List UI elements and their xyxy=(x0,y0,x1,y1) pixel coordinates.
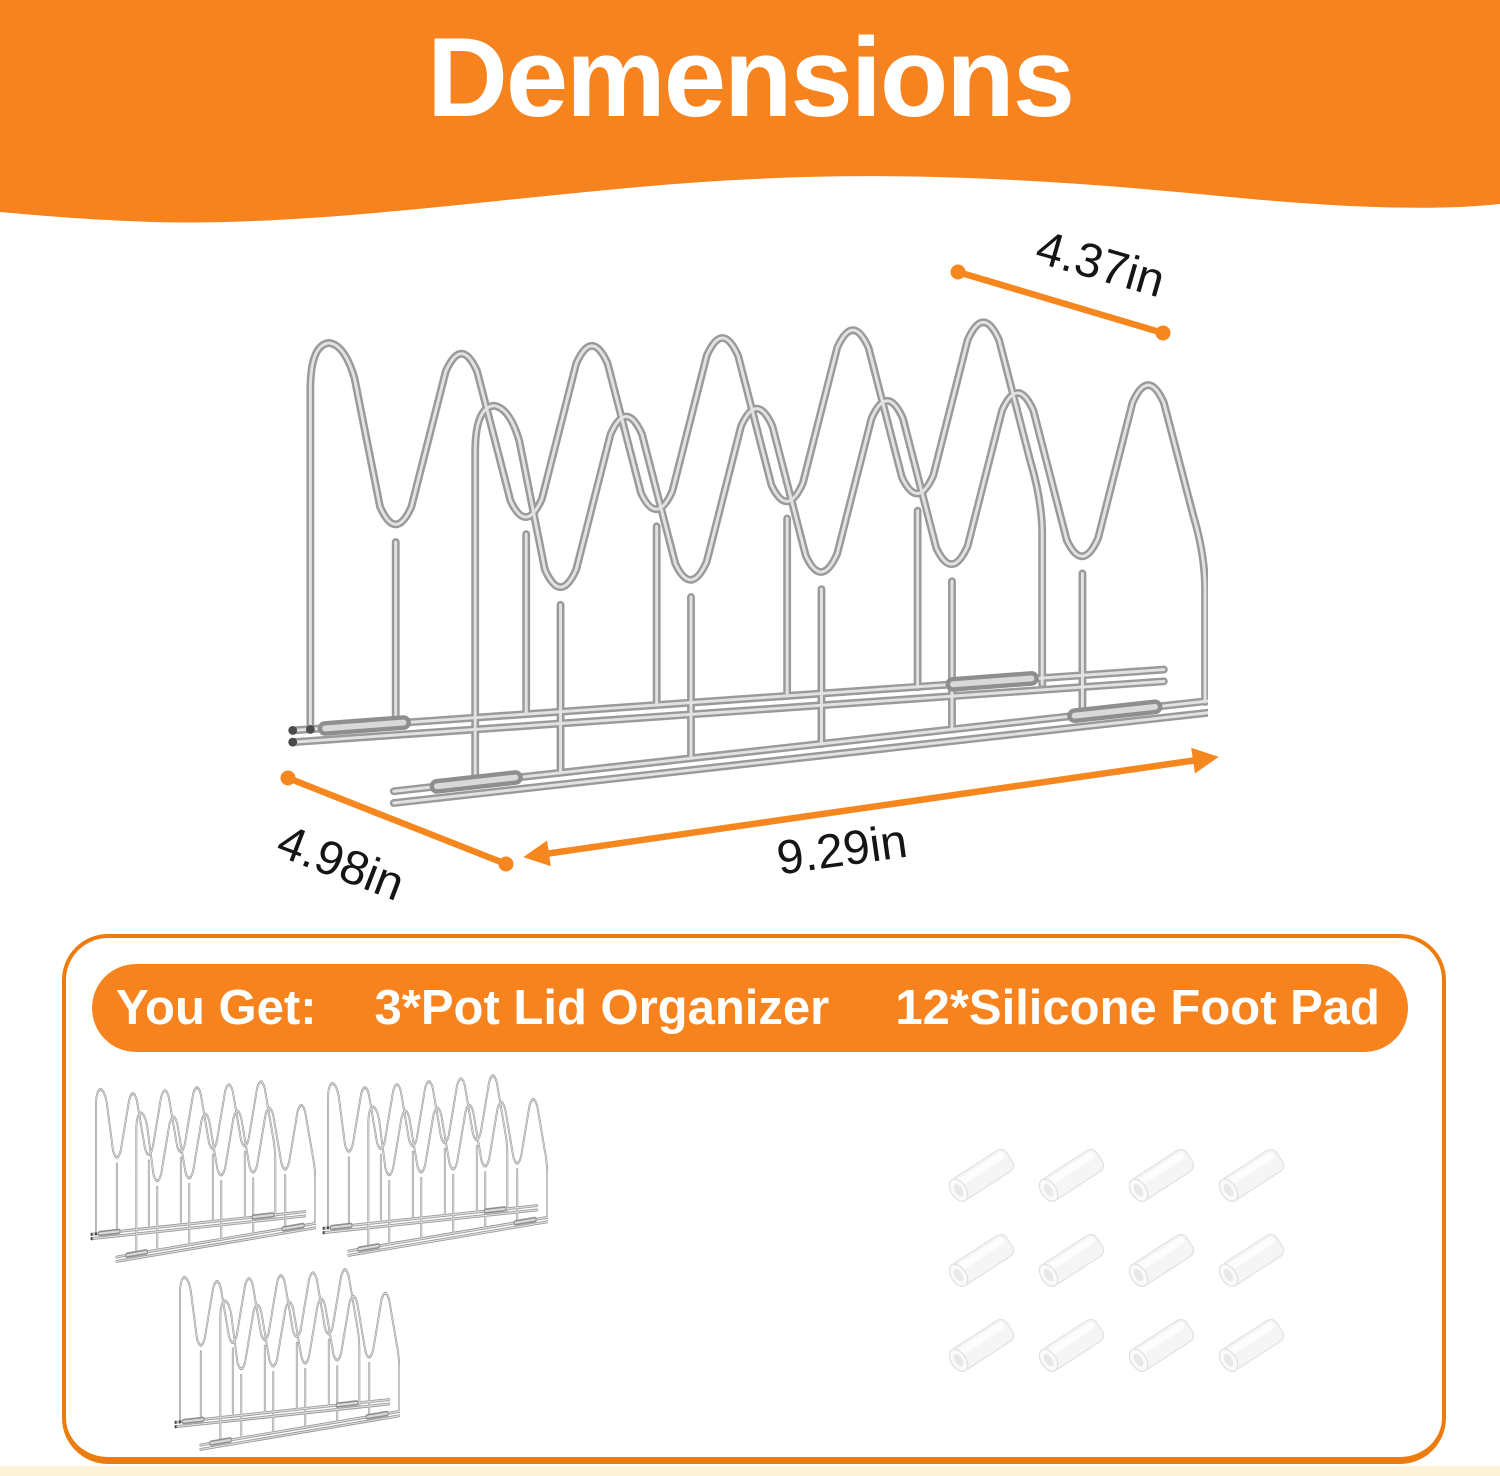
foot-pad-7 xyxy=(1116,1223,1208,1297)
foot-pad-12 xyxy=(1206,1308,1298,1382)
organizer-thumbnail-1 xyxy=(88,1066,316,1264)
included-items-header-bar: You Get: 3*Pot Lid Organizer 12*Silicone… xyxy=(92,964,1408,1052)
bottom-cream-strip xyxy=(0,1466,1500,1476)
foot-pad-2 xyxy=(1026,1138,1118,1212)
organizer-thumbnail-2 xyxy=(320,1060,548,1258)
header-banner-wave xyxy=(0,0,1500,223)
foot-pad-4 xyxy=(1206,1138,1298,1212)
foot-pad-count-label: 12*Silicone Foot Pad xyxy=(895,981,1380,1035)
foot-pad-3 xyxy=(1116,1138,1208,1212)
foot-pad-11 xyxy=(1116,1308,1208,1382)
organizer-thumbnail-3 xyxy=(172,1254,400,1452)
dimension-label-side-depth: 4.98in xyxy=(270,815,412,912)
foot-pad-grid xyxy=(936,1138,1308,1393)
page-title: Demensions xyxy=(427,15,1075,140)
foot-pad-8 xyxy=(1206,1223,1298,1297)
foot-pad-6 xyxy=(1026,1223,1118,1297)
foot-pad-5 xyxy=(936,1223,1028,1297)
pot-lid-organizer-illustration xyxy=(278,280,1208,810)
foot-pad-10 xyxy=(1026,1308,1118,1382)
foot-pad-1 xyxy=(936,1138,1028,1212)
dimension-label-front-length: 9.29in xyxy=(773,814,911,886)
organizer-count-label: 3*Pot Lid Organizer xyxy=(374,981,830,1035)
you-get-label: You Get: xyxy=(116,981,317,1035)
foot-pad-9 xyxy=(936,1308,1028,1382)
